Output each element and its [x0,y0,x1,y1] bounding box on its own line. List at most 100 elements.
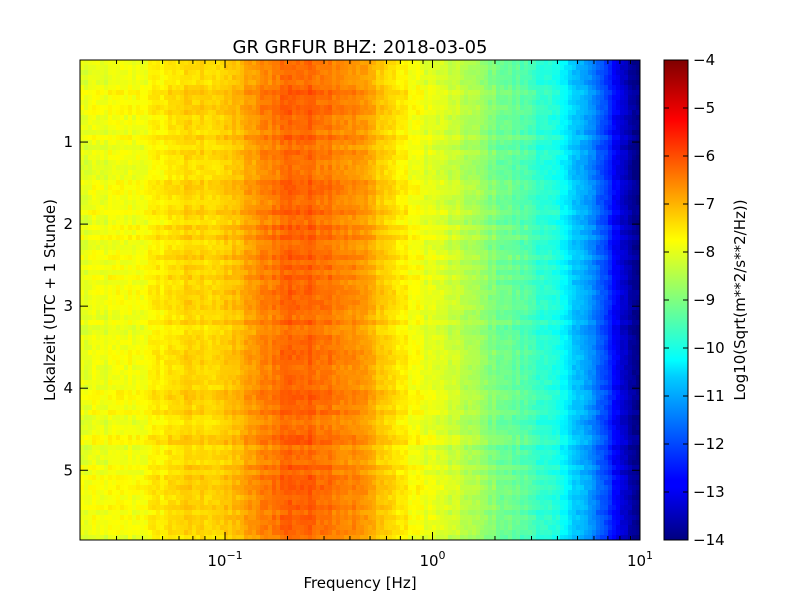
heatmap-cell [120,400,125,406]
heatmap-cell [204,380,209,386]
heatmap-cell [240,475,245,481]
heatmap-cell [204,115,209,121]
heatmap-cell [116,455,121,461]
heatmap-cell [200,65,205,71]
heatmap-cell [200,530,205,536]
heatmap-cell [148,165,153,171]
heatmap-cell [80,105,85,111]
heatmap-cell [200,70,205,76]
heatmap-cell [224,380,229,386]
heatmap-cell [172,505,177,511]
heatmap-cell [108,180,113,186]
heatmap-cell [264,405,269,411]
heatmap-cell [108,395,113,401]
heatmap-cell [144,170,149,176]
heatmap-cell [272,215,277,221]
heatmap-cell [280,390,285,396]
heatmap-cell [236,340,241,346]
heatmap-cell [236,115,241,121]
heatmap-cell [192,170,197,176]
heatmap-cell [112,315,117,321]
heatmap-cell [208,270,213,276]
heatmap-cell [80,295,85,301]
heatmap-cell [168,220,173,226]
heatmap-cell [236,270,241,276]
heatmap-cell [236,325,241,331]
heatmap-cell [152,510,157,516]
heatmap-cell [248,95,253,101]
heatmap-cell [188,510,193,516]
heatmap-cell [200,135,205,141]
heatmap-cell [248,180,253,186]
heatmap-cell [148,255,153,261]
heatmap-cell [180,395,185,401]
heatmap-cell [240,210,245,216]
heatmap-cell [284,355,289,361]
heatmap-cell [96,340,101,346]
heatmap-cell [152,395,157,401]
heatmap-cell [276,260,281,266]
heatmap-cell [136,120,141,126]
heatmap-cell [160,295,165,301]
heatmap-cell [276,80,281,86]
heatmap-cell [264,385,269,391]
heatmap-cell [284,130,289,136]
heatmap-cell [88,310,93,316]
heatmap-cell [188,225,193,231]
heatmap-cell [128,420,133,426]
heatmap-cell [236,430,241,436]
heatmap-cell [268,530,273,536]
heatmap-cell [164,160,169,166]
heatmap-cell [232,375,237,381]
heatmap-cell [120,455,125,461]
heatmap-cell [276,230,281,236]
heatmap-cell [232,325,237,331]
heatmap-cell [216,440,221,446]
heatmap-cell [116,520,121,526]
heatmap-cell [276,345,281,351]
heatmap-cell [252,175,257,181]
heatmap-cell [212,120,217,126]
heatmap-cell [156,410,161,416]
heatmap-cell [172,280,177,286]
heatmap-cell [256,150,261,156]
heatmap-cell [84,380,89,386]
heatmap-cell [108,105,113,111]
heatmap-cell [120,130,125,136]
heatmap-cell [264,265,269,271]
heatmap-cell [184,475,189,481]
heatmap-cell [192,405,197,411]
heatmap-cell [228,300,233,306]
heatmap-cell [88,450,93,456]
heatmap-cell [224,195,229,201]
heatmap-cell [136,65,141,71]
heatmap-cell [124,435,129,441]
heatmap-cell [228,420,233,426]
heatmap-cell [204,310,209,316]
heatmap-cell [144,445,149,451]
heatmap-cell [188,90,193,96]
heatmap-cell [196,240,201,246]
heatmap-cell [280,260,285,266]
heatmap-cell [136,75,141,81]
heatmap-cell [244,420,249,426]
heatmap-cell [104,275,109,281]
heatmap-cell [236,255,241,261]
heatmap-cell [96,320,101,326]
heatmap-cell [276,205,281,211]
heatmap-cell [96,500,101,506]
heatmap-cell [120,320,125,326]
heatmap-cell [88,400,93,406]
heatmap-cell [164,225,169,231]
heatmap-cell [176,70,181,76]
heatmap-cell [100,245,105,251]
heatmap-cell [172,110,177,116]
heatmap-cell [276,285,281,291]
heatmap-cell [136,125,141,131]
heatmap-cell [264,335,269,341]
heatmap-cell [252,375,257,381]
heatmap-cell [184,85,189,91]
heatmap-cell [256,165,261,171]
heatmap-cell [116,305,121,311]
heatmap-cell [248,485,253,491]
